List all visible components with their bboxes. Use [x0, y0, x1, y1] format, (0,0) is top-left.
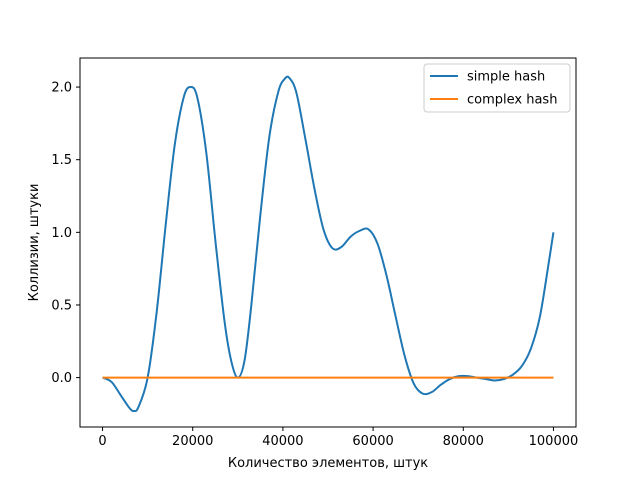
plot-area: [102, 75, 555, 413]
x-axis-label: Количество элементов, штук: [228, 456, 428, 471]
y-tick-label: 1.5: [51, 153, 72, 168]
x-tick-label: 80000: [443, 434, 484, 449]
x-tick-label: 20000: [172, 434, 213, 449]
y-tick-label: 2.0: [51, 81, 72, 96]
axes: 0 20000 40000 60000 80000 100000 0.0 0.5 1.0 1.5 2…: [51, 57, 579, 449]
x-tick-label: 60000: [352, 434, 393, 449]
y-tick-label: 1.0: [51, 226, 72, 241]
legend-label-0: simple hash: [467, 70, 545, 85]
x-tick-label: 100000: [529, 434, 579, 449]
plot-frame: [79, 57, 577, 428]
y-tick-label: 0.5: [51, 298, 72, 313]
y-axis-label: Коллизии, штуки: [27, 184, 42, 302]
series-line-0: [102, 75, 555, 413]
y-tick-label: 0.0: [51, 371, 72, 386]
legend-label-1: complex hash: [467, 93, 557, 108]
legend-box: [423, 63, 571, 113]
legend: simple hash complex hash: [423, 63, 571, 113]
x-tick-label: 0: [98, 434, 106, 449]
x-tick-label: 40000: [262, 434, 303, 449]
